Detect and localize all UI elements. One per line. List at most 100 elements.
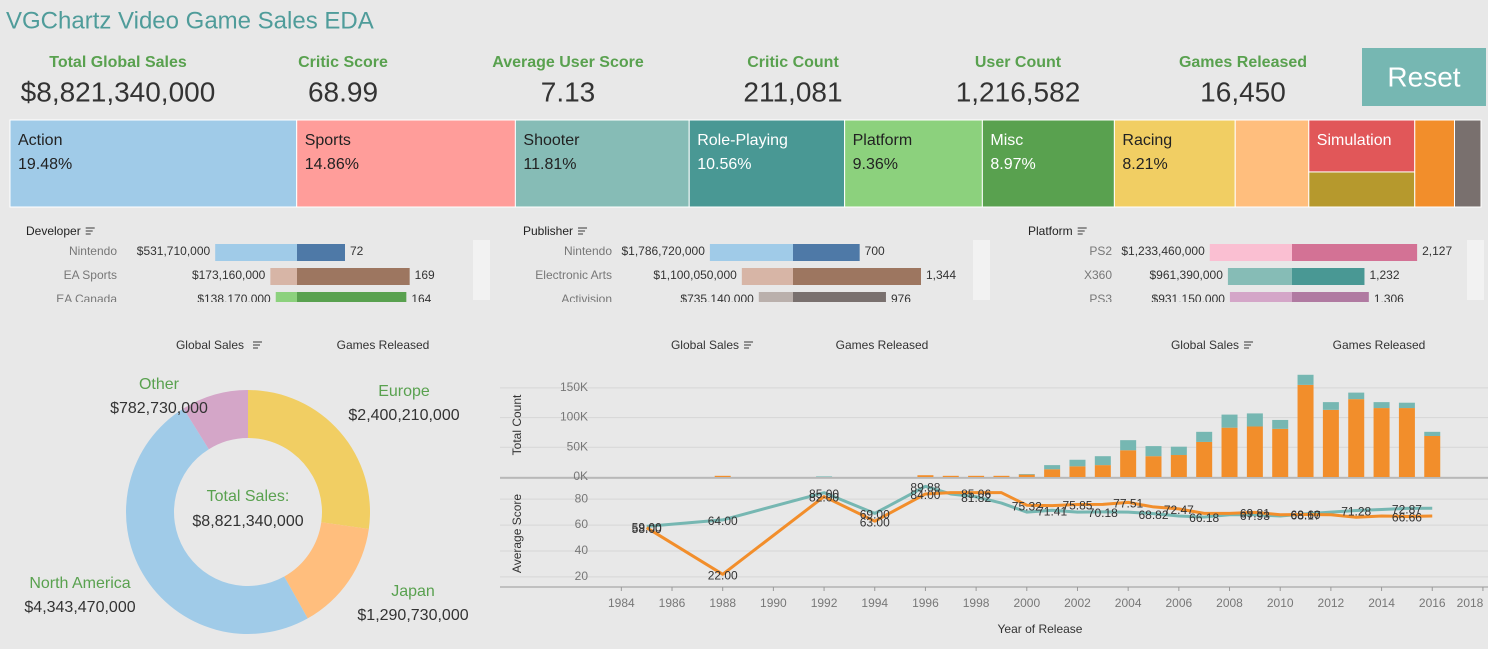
scrollbar[interactable] <box>973 240 990 300</box>
count-bar[interactable] <box>1044 469 1061 477</box>
donut-slice[interactable] <box>183 390 248 450</box>
count-bar[interactable] <box>1094 456 1111 466</box>
sort-label[interactable]: Games Released <box>337 338 430 352</box>
kpi-label: Critic Count <box>747 54 839 71</box>
count-bar[interactable] <box>1044 465 1061 470</box>
donut-slice[interactable] <box>126 408 308 634</box>
sales-bar[interactable] <box>270 268 297 285</box>
score-line <box>645 491 1433 576</box>
count-bar[interactable] <box>297 244 345 261</box>
count-bar[interactable] <box>1221 414 1238 428</box>
point-label: 66.66 <box>1392 511 1422 525</box>
treemap-value: 10.56% <box>697 156 751 173</box>
treemap-cell[interactable] <box>1308 171 1416 208</box>
treemap-cell[interactable] <box>844 119 983 208</box>
sales-bar[interactable] <box>741 268 793 285</box>
count-bar[interactable] <box>1145 456 1162 477</box>
sales-bar[interactable] <box>275 292 297 309</box>
count-bar[interactable] <box>1292 268 1365 285</box>
count-bar[interactable] <box>793 292 886 309</box>
treemap-cell[interactable] <box>514 119 690 208</box>
scrollbar[interactable] <box>473 240 490 300</box>
count-bar[interactable] <box>1069 459 1086 467</box>
sales-bar[interactable] <box>1227 268 1292 285</box>
treemap-cell[interactable] <box>688 119 846 208</box>
count-bar[interactable] <box>714 475 731 477</box>
count-bar[interactable] <box>1120 450 1137 477</box>
donut-slice[interactable] <box>284 522 369 619</box>
count-bar[interactable] <box>917 475 934 477</box>
count-bar[interactable] <box>1221 427 1238 477</box>
count-bar[interactable] <box>993 475 1010 477</box>
sales-bar[interactable] <box>709 244 793 261</box>
sort-label[interactable]: Global Sales <box>1171 338 1239 352</box>
count-bar[interactable] <box>1196 441 1213 477</box>
count-bar[interactable] <box>968 475 985 477</box>
count-bar[interactable] <box>1145 446 1162 457</box>
count-bar[interactable] <box>942 475 959 477</box>
count-bar[interactable] <box>1398 408 1415 477</box>
treemap-cell[interactable] <box>9 119 298 208</box>
count-bar[interactable] <box>297 268 410 285</box>
count-bar[interactable] <box>1373 408 1390 477</box>
count-bar[interactable] <box>1322 402 1339 410</box>
reset-button[interactable]: Reset <box>1362 48 1486 106</box>
sort-label[interactable]: Games Released <box>1333 338 1426 352</box>
sales-bar[interactable] <box>758 292 793 309</box>
count-bar[interactable] <box>1246 426 1263 477</box>
treemap-cell[interactable] <box>981 119 1115 208</box>
sales-bar[interactable] <box>215 244 297 261</box>
count-bar[interactable] <box>1069 466 1086 477</box>
count-bar[interactable] <box>1424 431 1441 436</box>
sort-label[interactable]: Global Sales <box>176 338 244 352</box>
count-bar[interactable] <box>793 268 921 285</box>
count-bar[interactable] <box>297 292 407 309</box>
count-bar[interactable] <box>1424 435 1441 477</box>
count-bar[interactable] <box>1348 392 1365 400</box>
count-label: 2,127 <box>1422 244 1452 258</box>
count-bar[interactable] <box>1272 419 1289 429</box>
count-bar[interactable] <box>1018 474 1035 475</box>
x-tick-label: 2002 <box>1064 596 1091 610</box>
scrollbar[interactable] <box>1467 240 1484 300</box>
count-bar[interactable] <box>1196 431 1213 442</box>
treemap-value: 11.81% <box>523 156 576 173</box>
count-bar[interactable] <box>1272 428 1289 477</box>
sales-bar[interactable] <box>1209 244 1292 261</box>
kpi-value: $8,821,340,000 <box>21 76 216 107</box>
count-bar[interactable] <box>816 476 833 477</box>
count-bar[interactable] <box>1246 413 1263 427</box>
count-bar[interactable] <box>1170 455 1187 477</box>
treemap-cell[interactable] <box>1454 119 1482 208</box>
point-label: 68.60 <box>1291 508 1321 522</box>
count-bar[interactable] <box>1094 465 1111 477</box>
sales-bar[interactable] <box>1229 292 1292 309</box>
count-bar[interactable] <box>1373 402 1390 409</box>
reset-label[interactable]: Reset <box>1387 61 1460 92</box>
count-bar[interactable] <box>1322 409 1339 477</box>
treemap-cell[interactable] <box>1414 119 1456 208</box>
count-bar[interactable] <box>793 244 860 261</box>
treemap-cell[interactable] <box>296 119 516 208</box>
count-bar[interactable] <box>1398 402 1415 409</box>
scrollbars <box>473 240 1484 300</box>
count-bar[interactable] <box>1348 399 1365 477</box>
treemap-cell[interactable] <box>1113 119 1236 208</box>
count-bar[interactable] <box>1292 244 1418 261</box>
y-axis-title: Average Score <box>510 494 524 573</box>
x-tick-label: 1984 <box>608 596 635 610</box>
treemap-cell[interactable] <box>1234 119 1310 208</box>
count-bar[interactable] <box>1170 446 1187 456</box>
point-label: 68.17 <box>1291 509 1321 523</box>
count-bar[interactable] <box>1297 374 1314 385</box>
reset-button-bg[interactable] <box>1362 48 1486 106</box>
count-bar[interactable] <box>1297 384 1314 477</box>
count-bar[interactable] <box>1292 292 1369 309</box>
count-bar[interactable] <box>1018 474 1035 477</box>
sort-label[interactable]: Games Released <box>836 338 929 352</box>
point-label: 72.47 <box>1164 503 1194 517</box>
sort-label[interactable]: Global Sales <box>671 338 739 352</box>
point-label: 77.51 <box>1113 497 1143 511</box>
count-bar[interactable] <box>1120 440 1137 451</box>
donut-slice[interactable] <box>248 390 370 529</box>
